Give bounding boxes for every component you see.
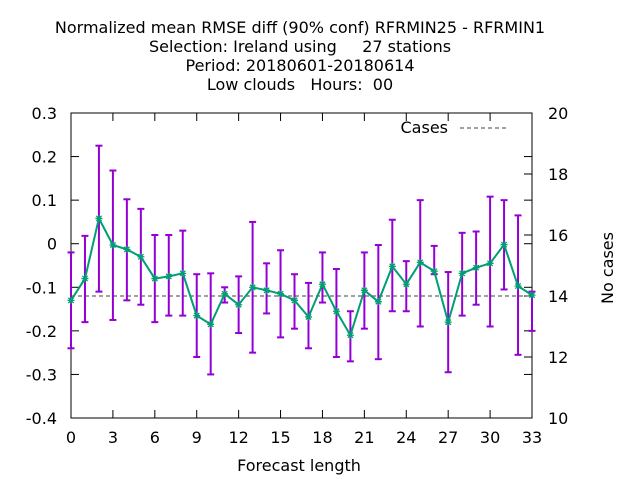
y-tick-label-m0_3: -0.3 [26, 365, 57, 384]
point-5 [137, 253, 145, 261]
point-1 [81, 275, 89, 283]
legend: Cases [401, 118, 506, 137]
title-line-1: Normalized mean RMSE diff (90% conf) RFR… [55, 18, 545, 37]
x-tick-label-3: 3 [108, 428, 118, 447]
point-0 [67, 296, 75, 304]
legend-label-cases: Cases [401, 118, 449, 137]
point-30 [486, 259, 494, 267]
x-tick-label-24: 24 [396, 428, 416, 447]
title-line-4: Low clouds Hours: 00 [207, 75, 393, 94]
y2-tick-label-20: 20 [548, 104, 568, 123]
y2-tick-label-10: 10 [548, 409, 568, 428]
point-16 [291, 296, 299, 304]
point-26 [430, 267, 438, 275]
point-3 [109, 241, 117, 249]
point-11 [221, 290, 229, 298]
point-23 [388, 262, 396, 270]
y2-tick-label-12: 12 [548, 348, 568, 367]
point-14 [263, 286, 271, 294]
point-19 [332, 307, 340, 315]
point-10 [207, 320, 215, 328]
point-8 [179, 269, 187, 277]
point-27 [444, 318, 452, 326]
y-tick-label-m0_1: -0.1 [26, 278, 57, 297]
y-tick-label-m0_2: -0.2 [26, 322, 57, 341]
point-20 [346, 331, 354, 339]
plot-area: -0.4 -0.3 -0.2 -0.1 0 0.1 0.2 0.3 10 12 14 16 18 20 0 3… [26, 104, 569, 447]
point-31 [500, 241, 508, 249]
point-22 [374, 298, 382, 306]
x-tick-label-15: 15 [270, 428, 290, 447]
x-tick-label-21: 21 [354, 428, 374, 447]
x-tick-label-33: 33 [522, 428, 542, 447]
y2-tick-label-16: 16 [548, 226, 568, 245]
point-7 [165, 272, 173, 280]
title-line-2: Selection: Ireland using 27 stations [149, 37, 451, 56]
point-15 [277, 290, 285, 298]
title-line-3: Period: 20180601-20180614 [185, 56, 414, 75]
point-2 [95, 214, 103, 222]
y-tick-label-0_1: 0.1 [32, 191, 57, 210]
y-tick-label-0_2: 0.2 [32, 148, 57, 167]
point-24 [402, 280, 410, 288]
point-9 [193, 312, 201, 320]
point-21 [360, 286, 368, 294]
point-29 [472, 264, 480, 272]
y2-tick-label-14: 14 [548, 287, 568, 306]
point-4 [123, 245, 131, 253]
point-33 [528, 291, 536, 299]
x-tick-label-30: 30 [480, 428, 500, 447]
y2-tick-label-18: 18 [548, 165, 568, 184]
point-28 [458, 269, 466, 277]
point-25 [416, 258, 424, 266]
y-tick-label-m0_4: -0.4 [26, 409, 57, 428]
y-tick-label-0: 0 [47, 235, 57, 254]
x-tick-label-0: 0 [66, 428, 76, 447]
point-12 [235, 301, 243, 309]
x-tick-label-27: 27 [438, 428, 458, 447]
x-tick-label-9: 9 [192, 428, 202, 447]
point-18 [318, 280, 326, 288]
series-rmse-line [70, 215, 533, 338]
point-6 [151, 275, 159, 283]
point-32 [514, 282, 522, 290]
point-13 [249, 283, 257, 291]
chart-title: Normalized mean RMSE diff (90% conf) RFR… [55, 18, 545, 94]
x-tick-label-18: 18 [312, 428, 332, 447]
x-tick-label-12: 12 [228, 428, 248, 447]
y-tick-label-0_3: 0.3 [32, 104, 57, 123]
x-axis-label: Forecast length [237, 456, 361, 475]
x-tick-label-6: 6 [150, 428, 160, 447]
y2-axis-label: No cases [598, 232, 617, 304]
point-17 [304, 313, 312, 321]
